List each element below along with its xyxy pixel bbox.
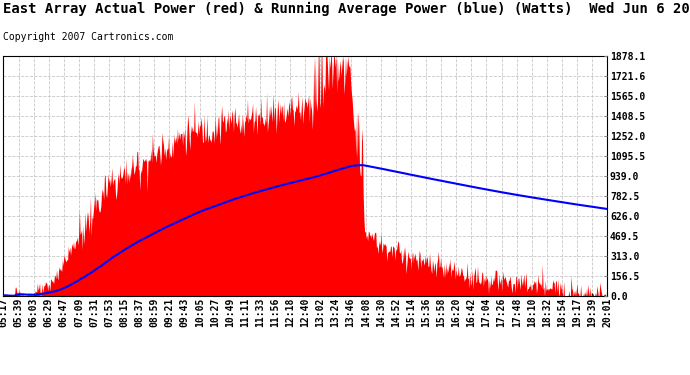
Text: East Array Actual Power (red) & Running Average Power (blue) (Watts)  Wed Jun 6 : East Array Actual Power (red) & Running … xyxy=(3,2,690,16)
Text: Copyright 2007 Cartronics.com: Copyright 2007 Cartronics.com xyxy=(3,32,174,42)
